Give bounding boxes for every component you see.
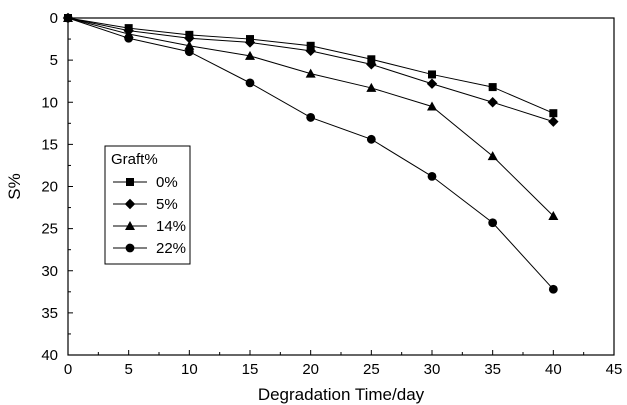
marker-triangle <box>125 221 135 230</box>
x-tick-label: 40 <box>545 361 562 378</box>
marker-square <box>488 83 497 92</box>
y-tick-label: 35 <box>41 305 58 322</box>
marker-diamond <box>184 33 195 44</box>
y-tick-label: 20 <box>41 179 58 196</box>
marker-diamond <box>366 59 377 70</box>
marker-circle <box>124 33 134 43</box>
marker-circle <box>125 243 135 253</box>
x-tick-label: 15 <box>242 361 259 378</box>
x-tick-label: 30 <box>424 361 441 378</box>
x-tick-label: 20 <box>302 361 319 378</box>
legend-item: 0% <box>113 174 178 191</box>
y-tick-label: 25 <box>41 221 58 238</box>
marker-circle <box>548 284 558 294</box>
legend-title: Graft% <box>111 151 158 168</box>
legend-label: 22% <box>156 240 186 257</box>
x-tick-label: 5 <box>124 361 132 378</box>
x-tick-label: 45 <box>606 361 623 378</box>
x-tick-label: 10 <box>181 361 198 378</box>
legend: Graft% 0% 5% 14% 22% <box>104 145 191 265</box>
marker-triangle <box>305 68 316 78</box>
marker-diamond <box>548 116 559 127</box>
series-layer <box>62 12 559 294</box>
legend-item: 22% <box>113 240 186 257</box>
marker-triangle <box>184 40 195 50</box>
series-triangle <box>63 13 559 220</box>
marker-circle <box>488 218 498 228</box>
y-tick-label: 15 <box>41 136 58 153</box>
series-circle <box>63 13 558 294</box>
y-tick-label: 30 <box>41 263 58 280</box>
y-tick-label: 40 <box>41 347 58 364</box>
x-tick-label: 35 <box>484 361 501 378</box>
marker-diamond <box>305 45 316 57</box>
marker-circle <box>63 13 73 23</box>
legend-item: 14% <box>113 218 186 235</box>
marker-circle <box>366 134 376 144</box>
marker-triangle <box>245 50 255 60</box>
ticks: 0 5 10 15 20 25 30 35 40 45 0 5 10 15 20 25 30 35 40 <box>41 10 622 378</box>
marker-square <box>549 109 558 118</box>
x-tick-label: 25 <box>363 361 380 378</box>
y-tick-label: 5 <box>50 52 58 69</box>
marker-circle <box>306 113 316 122</box>
marker-square <box>126 178 134 186</box>
marker-circle <box>245 78 255 88</box>
legend-box <box>104 145 191 265</box>
legend-item: 5% <box>113 196 178 213</box>
series-square <box>64 14 558 118</box>
marker-diamond <box>487 97 498 108</box>
marker-square <box>428 70 436 79</box>
marker-triangle <box>366 82 377 92</box>
marker-circle <box>427 171 437 181</box>
legend-label: 14% <box>156 218 186 235</box>
y-tick-label: 0 <box>50 10 58 27</box>
marker-diamond <box>244 37 256 48</box>
marker-diamond <box>426 78 438 89</box>
marker-diamond <box>124 198 136 210</box>
x-tick-label: 0 <box>64 361 72 378</box>
marker-triangle <box>548 210 559 220</box>
marker-triangle <box>487 151 498 161</box>
x-axis-title: Degradation Time/day <box>258 385 425 404</box>
y-axis-title: S% <box>5 173 24 199</box>
marker-circle <box>184 47 194 57</box>
marker-triangle <box>427 101 437 111</box>
legend-label: 0% <box>156 174 178 191</box>
legend-label: 5% <box>156 196 178 213</box>
y-tick-label: 10 <box>41 94 58 111</box>
